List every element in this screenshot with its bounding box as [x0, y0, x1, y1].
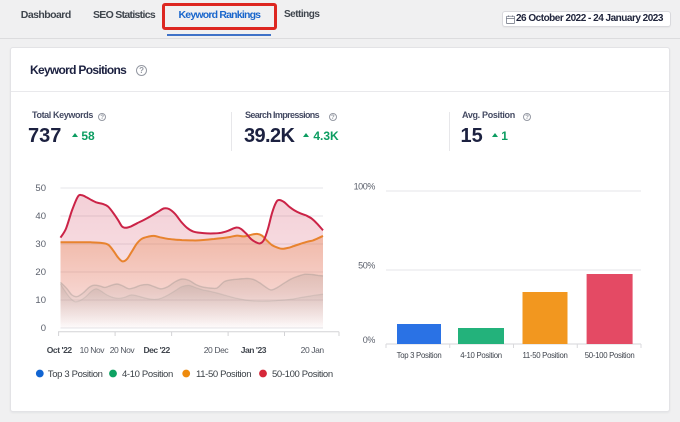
- svg-text:Dec '22: Dec '22: [143, 345, 170, 355]
- svg-text:Top 3 Position: Top 3 Position: [397, 351, 442, 360]
- svg-text:11-50 Position: 11-50 Position: [196, 369, 251, 380]
- svg-text:20 Nov: 20 Nov: [110, 345, 136, 355]
- svg-text:50: 50: [35, 183, 46, 194]
- svg-text:30: 30: [35, 239, 46, 250]
- svg-text:20 Dec: 20 Dec: [204, 345, 230, 355]
- svg-text:10 Nov: 10 Nov: [80, 345, 106, 355]
- svg-text:40: 40: [35, 211, 46, 222]
- svg-text:Jan '23: Jan '23: [241, 345, 267, 355]
- svg-text:20 Jan: 20 Jan: [301, 345, 325, 355]
- svg-text:4-10 Position: 4-10 Position: [460, 351, 502, 360]
- svg-text:11-50 Position: 11-50 Position: [522, 351, 567, 360]
- svg-text:50-100 Position: 50-100 Position: [585, 351, 635, 360]
- svg-text:50-100 Position: 50-100 Position: [272, 369, 333, 380]
- svg-text:10: 10: [35, 295, 46, 306]
- svg-text:4-10 Position: 4-10 Position: [122, 369, 173, 380]
- svg-text:Oct '22: Oct '22: [47, 345, 73, 355]
- svg-text:0: 0: [41, 323, 46, 334]
- svg-text:0%: 0%: [363, 335, 376, 345]
- svg-text:Top 3 Position: Top 3 Position: [48, 369, 103, 380]
- svg-text:20: 20: [35, 267, 46, 278]
- svg-text:50%: 50%: [358, 261, 375, 271]
- svg-text:100%: 100%: [354, 182, 376, 192]
